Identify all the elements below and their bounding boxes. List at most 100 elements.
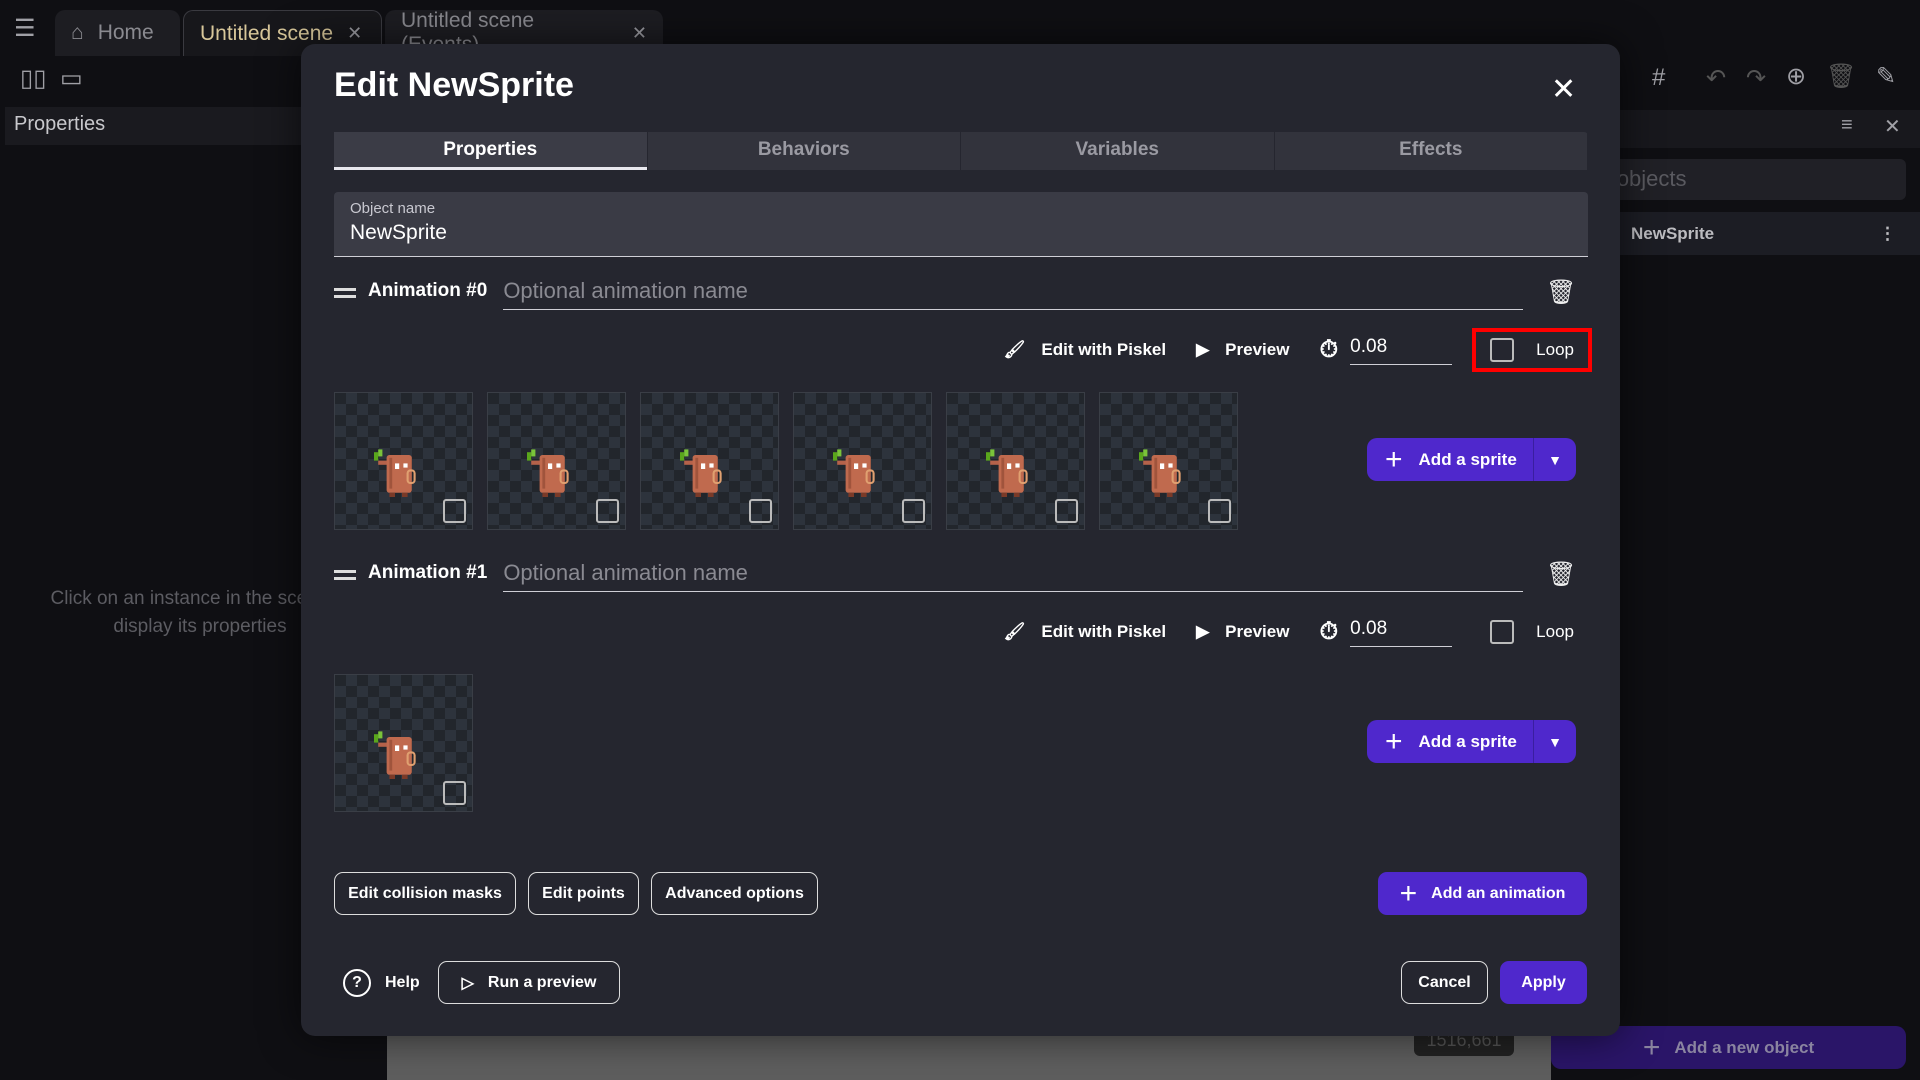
run-preview-button[interactable]: ▷ Run a preview	[438, 961, 620, 1004]
tab-effects[interactable]: Effects	[1275, 132, 1588, 170]
redo-icon[interactable]: ↷	[1746, 65, 1767, 92]
sprite-image	[982, 448, 1032, 504]
properties-placeholder: Click on an instance in the scene to dis…	[50, 588, 350, 637]
help-button[interactable]: ? Help	[343, 961, 420, 1004]
sprite-image	[829, 448, 879, 504]
preview-button[interactable]: ▶ Preview	[1196, 340, 1289, 360]
loop-checkbox[interactable]: Loop	[1472, 328, 1592, 372]
object-name-field[interactable]: Object name NewSprite	[334, 192, 1588, 257]
play-icon: ▶	[1196, 340, 1210, 359]
sprite-thumbnail[interactable]	[1099, 392, 1238, 530]
edit-with-piskel-button[interactable]: 🖌 Edit with Piskel	[1004, 622, 1166, 642]
checkbox-icon	[1490, 338, 1515, 362]
add-sprite-button[interactable]: + Add a sprite ▼	[1367, 720, 1576, 763]
button-label: Edit with Piskel	[1041, 622, 1167, 641]
sprite-image	[370, 448, 420, 504]
button-label: Add an animation	[1431, 884, 1566, 902]
sprite-select-checkbox[interactable]	[443, 499, 466, 523]
zoom-icon[interactable]: ⊕	[1786, 63, 1807, 90]
object-name-label: Object name	[350, 200, 436, 217]
animation-header: Animation #0 Optional animation name	[334, 270, 1524, 310]
undo-icon[interactable]: ↶	[1706, 65, 1727, 92]
sprite-image	[370, 730, 420, 786]
sprite-select-checkbox[interactable]	[443, 781, 466, 805]
more-icon[interactable]: ⋮	[1879, 224, 1896, 243]
edit-collision-masks-button[interactable]: Edit collision masks	[334, 872, 516, 915]
frame-duration-input[interactable]: 0.08	[1350, 618, 1453, 647]
sprite-select-checkbox[interactable]	[1055, 499, 1078, 523]
brush-icon: 🖌	[1003, 340, 1026, 359]
cancel-button[interactable]: Cancel	[1401, 961, 1488, 1004]
trash-icon[interactable]: 🗑	[1826, 63, 1857, 90]
delete-animation-icon[interactable]: 🗑	[1546, 279, 1577, 306]
tab-behaviors[interactable]: Behaviors	[648, 132, 961, 170]
scene-canvas[interactable]	[387, 1036, 1551, 1080]
sprite-thumbnail[interactable]	[640, 392, 779, 530]
edit-icon[interactable]: ✎	[1876, 63, 1897, 90]
layout-icon[interactable]: ▯▯	[20, 65, 47, 92]
dialog-tabs: Properties Behaviors Variables Effects	[334, 132, 1588, 170]
animation-name-input[interactable]: Optional animation name	[503, 554, 1524, 592]
sprite-thumbnail[interactable]	[946, 392, 1085, 530]
sprite-image	[523, 448, 573, 504]
object-name-value[interactable]: NewSprite	[350, 221, 447, 244]
preview-button[interactable]: ▶ Preview	[1196, 622, 1289, 642]
save-icon[interactable]: ▭	[60, 65, 83, 92]
button-label: Add a sprite	[1418, 449, 1517, 469]
sprite-thumbnail[interactable]	[487, 392, 626, 530]
menu-icon[interactable]: ☰	[14, 15, 36, 42]
button-label: Preview	[1225, 622, 1290, 641]
add-animation-button[interactable]: + Add an animation	[1378, 872, 1587, 915]
loop-checkbox[interactable]: Loop	[1476, 614, 1588, 650]
drag-handle-icon[interactable]	[334, 288, 356, 298]
advanced-options-button[interactable]: Advanced options	[651, 872, 818, 915]
sprite-thumbnail[interactable]	[334, 392, 473, 530]
animation-label: Animation #1	[368, 562, 488, 583]
sprite-select-checkbox[interactable]	[1208, 499, 1231, 523]
sprite-select-checkbox[interactable]	[902, 499, 925, 523]
timer-icon: ⏱	[1319, 618, 1339, 645]
sprite-thumbnail[interactable]	[793, 392, 932, 530]
button-label: Add a sprite	[1418, 731, 1517, 751]
edit-object-dialog: Edit NewSprite ✕ Properties Behaviors Va…	[301, 44, 1620, 1036]
delete-animation-icon[interactable]: 🗑	[1546, 561, 1577, 588]
add-new-object-button[interactable]: + Add a new object	[1551, 1026, 1906, 1069]
button-label: Preview	[1225, 340, 1290, 359]
button-label: Edit with Piskel	[1041, 340, 1167, 359]
play-icon: ▷	[461, 974, 474, 992]
edit-with-piskel-button[interactable]: 🖌 Edit with Piskel	[1004, 340, 1166, 360]
close-icon[interactable]: ✕	[1884, 116, 1901, 138]
loop-label: Loop	[1536, 622, 1574, 641]
edit-points-button[interactable]: Edit points	[528, 872, 639, 915]
grid-icon[interactable]: #	[1652, 64, 1666, 91]
dialog-title: Edit NewSprite	[334, 66, 574, 104]
sprite-image	[1135, 448, 1185, 504]
tab-label: Home	[97, 21, 154, 44]
sprite-thumbnail[interactable]	[334, 674, 473, 812]
plus-icon: +	[1385, 442, 1403, 476]
close-icon[interactable]: ✕	[631, 22, 647, 43]
close-icon[interactable]: ✕	[1551, 73, 1577, 106]
dropdown-arrow-icon[interactable]: ▼	[1548, 733, 1562, 750]
close-icon[interactable]: ✕	[347, 23, 363, 43]
drag-handle-icon[interactable]	[334, 570, 356, 580]
filter-icon[interactable]: ≡	[1841, 114, 1853, 136]
tab-variables[interactable]: Variables	[961, 132, 1275, 170]
add-sprite-button[interactable]: + Add a sprite ▼	[1367, 438, 1576, 481]
animation-controls: 🖌 Edit with Piskel ▶ Preview ⏱ 0.08 Loop	[1004, 612, 1588, 652]
tab-home[interactable]: ⌂ Home	[55, 10, 180, 56]
apply-button[interactable]: Apply	[1500, 961, 1587, 1004]
animation-header: Animation #1 Optional animation name	[334, 552, 1524, 592]
frame-duration-input[interactable]: 0.08	[1350, 336, 1453, 365]
dropdown-arrow-icon[interactable]: ▼	[1548, 451, 1562, 468]
sprite-select-checkbox[interactable]	[749, 499, 772, 523]
button-label: Add a new object	[1674, 1037, 1815, 1057]
sprite-select-checkbox[interactable]	[596, 499, 619, 523]
button-label: Run a preview	[487, 973, 597, 991]
plus-icon: +	[1642, 1030, 1661, 1064]
animation-name-input[interactable]: Optional animation name	[503, 272, 1524, 310]
object-name: NewSprite	[1631, 224, 1715, 243]
checkbox-icon	[1490, 620, 1515, 644]
tab-properties[interactable]: Properties	[334, 132, 648, 170]
timer-icon: ⏱	[1319, 336, 1339, 363]
